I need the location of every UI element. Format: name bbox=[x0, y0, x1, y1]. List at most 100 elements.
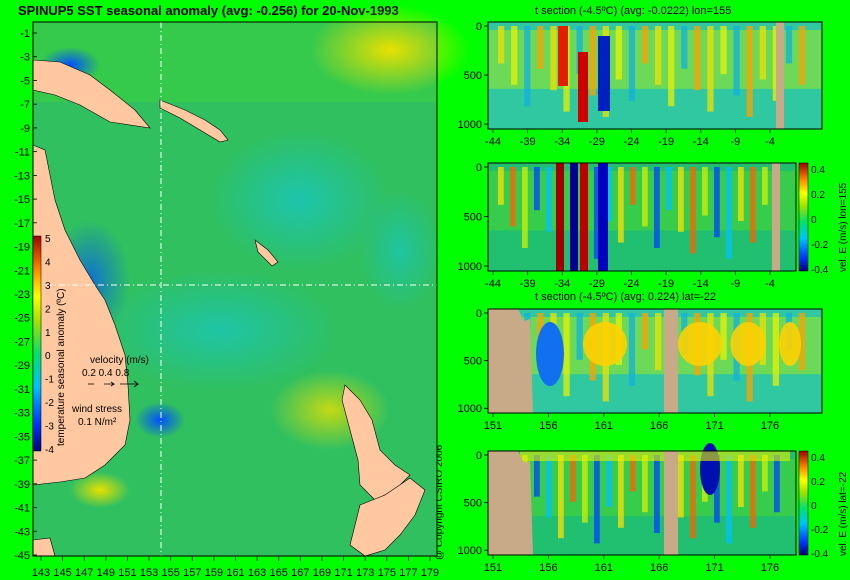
warm-anomaly-ne bbox=[310, 5, 470, 95]
section-streak bbox=[798, 26, 806, 85]
australia-land bbox=[32, 144, 131, 486]
lat-tick-label: -25 bbox=[14, 313, 30, 325]
section-streak bbox=[738, 455, 744, 507]
section-streak bbox=[576, 26, 583, 75]
land-mask bbox=[664, 451, 678, 555]
lon-tick-label: 151 bbox=[118, 567, 136, 579]
land-mask bbox=[776, 22, 784, 129]
lon-tick-label: 171 bbox=[334, 567, 352, 579]
section-streak bbox=[772, 26, 780, 101]
section-streak bbox=[762, 455, 768, 492]
x-tick-label: -9 bbox=[730, 278, 740, 290]
x-tick-label: 161 bbox=[595, 562, 613, 574]
lon-tick-label: 165 bbox=[270, 567, 288, 579]
section-streak bbox=[576, 313, 583, 360]
section-frame bbox=[487, 162, 797, 272]
lat-tick-label: -37 bbox=[14, 455, 30, 467]
section-streak bbox=[570, 455, 576, 502]
cold-core bbox=[598, 36, 610, 111]
velocity-label: velocity (m/s) bbox=[90, 355, 149, 366]
coast-land-mask bbox=[488, 309, 533, 413]
depth-tick-label: 1000 bbox=[458, 545, 482, 557]
colorbar-tick-label: -2 bbox=[45, 398, 54, 409]
lat-tick-label: -9 bbox=[20, 123, 30, 135]
lat-tick-label: -33 bbox=[14, 408, 30, 420]
depth-tick-label: 0 bbox=[476, 21, 482, 33]
lat-tick-label: -3 bbox=[20, 52, 30, 64]
x-tick-label: -44 bbox=[485, 278, 501, 290]
lat-tick-label: -45 bbox=[14, 550, 30, 562]
lat-tick-label: -41 bbox=[14, 503, 30, 515]
section-streak bbox=[733, 26, 740, 96]
section-streak bbox=[714, 167, 720, 238]
warm-eddy bbox=[583, 322, 627, 366]
section-streak bbox=[726, 167, 732, 259]
section-streak bbox=[702, 167, 708, 216]
vel-colorbar-tick-label: 0.4 bbox=[811, 453, 825, 464]
wind-label: wind stress bbox=[71, 404, 122, 415]
section-streak bbox=[681, 26, 688, 69]
vel-colorbar-tick-label: -0.2 bbox=[811, 525, 829, 536]
x-tick-label: -24 bbox=[624, 278, 640, 290]
colorbar-label: temperature seasonal anomaly (ºC) bbox=[56, 288, 67, 446]
lat-tick-label: -29 bbox=[14, 360, 30, 372]
lon-tick-label: 155 bbox=[161, 567, 179, 579]
wind-value: 0.1 N/m² bbox=[78, 417, 117, 428]
section-streak bbox=[498, 26, 505, 64]
colorbar-tick-label: -1 bbox=[45, 375, 54, 386]
section-streak bbox=[750, 455, 756, 528]
lat-tick-label: -13 bbox=[14, 170, 30, 182]
colorbar-tick-label: 3 bbox=[45, 281, 51, 292]
lon-tick-label: 159 bbox=[205, 567, 223, 579]
vel-colorbar-tick-label: -0.4 bbox=[811, 265, 829, 276]
page-title: SPINUP5 SST seasonal anomaly (avg: -0.25… bbox=[18, 3, 399, 18]
new-guinea-land bbox=[32, 59, 151, 129]
lat-tick-label: -39 bbox=[14, 479, 30, 491]
section-streak bbox=[726, 455, 732, 544]
section-streak bbox=[641, 313, 649, 350]
x-tick-label: 171 bbox=[705, 562, 723, 574]
land-mask bbox=[772, 163, 780, 271]
lat-tick-label: -17 bbox=[14, 218, 30, 230]
vel-colorbar-tick-label: -0.2 bbox=[811, 240, 829, 251]
westward-jet bbox=[570, 163, 578, 271]
lat-tick-label: -43 bbox=[14, 526, 30, 538]
lat-tick-label: -1 bbox=[20, 28, 30, 40]
new-caledonia bbox=[254, 239, 279, 267]
section-streak bbox=[511, 26, 518, 85]
lon-tick-label: 169 bbox=[313, 567, 331, 579]
colorbar-tick-label: -3 bbox=[45, 422, 54, 433]
depth-tick-label: 500 bbox=[464, 212, 482, 224]
section-streak bbox=[738, 167, 744, 221]
section-streak bbox=[690, 167, 696, 254]
lat-tick-label: -27 bbox=[14, 336, 30, 348]
velocity-arrows bbox=[88, 380, 140, 388]
map-lon-axis: 143 145 147 149 151 153 155 157 159 161 163 165 167 1… bbox=[32, 556, 439, 579]
section-streak bbox=[668, 26, 675, 107]
lat-tick-label: -11 bbox=[15, 147, 30, 159]
section-streak bbox=[654, 167, 660, 248]
section-streak bbox=[641, 26, 649, 64]
lon-tick-label: 179 bbox=[421, 567, 439, 579]
section-streak bbox=[618, 167, 624, 243]
section-streak bbox=[642, 455, 648, 513]
x-tick-label: 151 bbox=[484, 420, 502, 432]
section-streak bbox=[594, 167, 600, 259]
x-tick-label: -29 bbox=[589, 278, 605, 290]
section-streak bbox=[630, 455, 636, 492]
cold-eddy bbox=[536, 322, 564, 386]
lat-tick-label: -35 bbox=[14, 431, 30, 443]
depth-tick-label: 500 bbox=[464, 498, 482, 510]
section-streak bbox=[694, 26, 701, 91]
eastward-jet bbox=[580, 163, 588, 271]
vector-legend: velocity (m/s) 0.2 0.4 0.8 wind stress 0… bbox=[71, 355, 149, 428]
x-tick-label: -24 bbox=[624, 136, 640, 148]
vel-colorbar-tick-label: 0 bbox=[811, 501, 817, 512]
lat-tick-label: -15 bbox=[14, 194, 30, 206]
vel-colorbar-tick-label: 0.4 bbox=[811, 165, 825, 176]
x-tick-label: -14 bbox=[693, 136, 709, 148]
depth-tick-label: 500 bbox=[464, 70, 482, 82]
section-streak bbox=[606, 455, 612, 507]
x-tick-label: -34 bbox=[554, 136, 570, 148]
section-streak bbox=[678, 455, 684, 518]
